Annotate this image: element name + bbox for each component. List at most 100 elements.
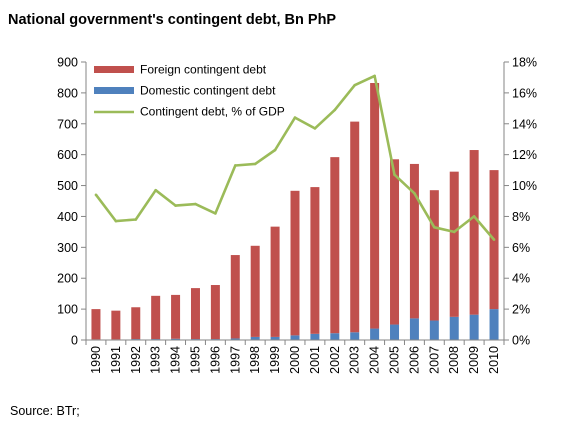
y-right-tick-label: 14% — [512, 117, 537, 131]
bar-domestic-2010 — [489, 309, 499, 340]
x-tick-label: 2005 — [388, 346, 402, 374]
line-point-2010 — [492, 238, 496, 241]
bar-foreign-1991 — [111, 310, 121, 340]
bar-domestic-1998 — [250, 336, 260, 340]
y-right-tick-label: 12% — [512, 148, 537, 162]
bars-layer — [91, 83, 499, 340]
bar-foreign-2001 — [310, 187, 320, 334]
bar-domestic-1999 — [270, 336, 280, 340]
x-tick-label: 2001 — [308, 346, 322, 374]
x-tick-label: 1994 — [169, 346, 183, 374]
y-right-tick-label: 6% — [512, 241, 530, 255]
line-point-2002 — [333, 108, 337, 112]
y-left-tick-label: 800 — [57, 86, 78, 100]
line-point-1996 — [214, 212, 217, 215]
y-right-tick-label: 10% — [512, 179, 537, 193]
bar-foreign-1990 — [91, 309, 101, 340]
bar-domestic-2009 — [469, 314, 479, 340]
x-tick-label: 1992 — [129, 346, 143, 374]
bar-domestic-2007 — [429, 320, 439, 340]
bar-foreign-2008 — [449, 171, 459, 317]
bar-foreign-1998 — [250, 245, 260, 337]
x-tick-label: 2006 — [407, 346, 421, 374]
line-point-1991 — [114, 219, 118, 223]
y-left-tick-label: 900 — [57, 56, 78, 70]
x-tick-label: 1996 — [208, 346, 222, 374]
line-point-2001 — [313, 127, 317, 130]
bar-foreign-2003 — [350, 121, 360, 333]
bar-domestic-1997 — [230, 338, 240, 340]
x-tick-label: 2009 — [467, 346, 481, 374]
line-point-1990 — [94, 193, 98, 197]
line-layer — [94, 74, 496, 241]
x-tick-label: 1991 — [109, 346, 123, 374]
bar-domestic-2004 — [370, 328, 380, 340]
line-point-2009 — [472, 215, 476, 218]
bar-foreign-2009 — [469, 150, 479, 315]
bar-foreign-2007 — [429, 190, 439, 321]
line-point-2006 — [413, 191, 416, 195]
line-point-2003 — [353, 83, 357, 87]
line-point-2007 — [433, 225, 436, 229]
legend-swatch-foreign — [94, 66, 134, 73]
bar-foreign-1994 — [171, 294, 181, 339]
x-tick-label: 2008 — [447, 346, 461, 374]
line-point-1992 — [134, 218, 138, 221]
x-tick-label: 2010 — [487, 346, 501, 374]
source-note: Source: BTr; — [10, 404, 80, 418]
bar-foreign-2002 — [330, 157, 340, 334]
y-left-tick-label: 0 — [71, 334, 78, 348]
line-point-1995 — [194, 202, 197, 206]
y-right-tick-label: 18% — [512, 56, 537, 70]
y-right-tick-label: 2% — [512, 303, 530, 317]
bar-domestic-2001 — [310, 333, 320, 340]
y-left-tick-label: 500 — [57, 179, 78, 193]
y-right-tick-label: 16% — [512, 86, 537, 100]
x-tick-label: 1995 — [188, 346, 202, 374]
x-tick-label: 1998 — [248, 346, 262, 374]
x-tick-label: 2000 — [288, 346, 302, 374]
x-tick-label: 2004 — [368, 346, 382, 374]
bar-foreign-1999 — [270, 226, 280, 337]
bar-domestic-2002 — [330, 333, 340, 340]
x-tick-label: 2007 — [427, 346, 441, 374]
line-point-2008 — [452, 230, 456, 234]
bar-domestic-2005 — [390, 324, 400, 340]
legend-label-foreign: Foreign contingent debt — [140, 63, 267, 77]
bar-foreign-2000 — [290, 190, 300, 336]
bar-foreign-1997 — [230, 255, 240, 339]
bar-foreign-2004 — [370, 83, 380, 329]
x-tick-label: 2003 — [348, 346, 362, 374]
bar-foreign-1996 — [210, 285, 220, 340]
y-left-tick-label: 400 — [57, 210, 78, 224]
chart-title: National government's contingent debt, B… — [8, 12, 337, 28]
y-left-tick-label: 700 — [57, 117, 78, 131]
bar-domestic-1994 — [171, 338, 181, 340]
line-point-2005 — [393, 173, 396, 177]
y-right-tick-label: 4% — [512, 272, 530, 286]
legend-swatch-domestic — [94, 87, 134, 94]
legend-label-gdp: Contingent debt, % of GDP — [140, 105, 285, 119]
bar-domestic-2000 — [290, 335, 300, 340]
line-point-2000 — [293, 116, 297, 119]
y-right-tick-label: 0% — [512, 334, 530, 348]
x-tick-label: 1993 — [149, 346, 163, 374]
line-point-1994 — [174, 204, 177, 207]
x-tick-label: 1997 — [228, 346, 242, 374]
bar-foreign-1995 — [190, 288, 200, 340]
line-point-1998 — [253, 162, 257, 166]
legend: Foreign contingent debt Domestic continge… — [94, 63, 285, 119]
line-point-1999 — [273, 148, 277, 152]
line-point-1993 — [154, 188, 157, 192]
line-point-2004 — [373, 74, 376, 78]
axes-layer: 0 100 200 300 400 500 600 700 800 900 0% 2% 4% 6% 8% 10… — [57, 56, 537, 374]
y-left-tick-label: 600 — [57, 148, 78, 162]
bar-foreign-1992 — [131, 307, 141, 340]
y-left-tick-label: 100 — [57, 303, 78, 317]
bar-foreign-2005 — [390, 159, 400, 325]
bar-domestic-2003 — [350, 332, 360, 340]
legend-label-domestic: Domestic contingent debt — [140, 84, 276, 98]
bar-foreign-2006 — [409, 163, 419, 319]
x-tick-label: 2002 — [328, 346, 342, 374]
